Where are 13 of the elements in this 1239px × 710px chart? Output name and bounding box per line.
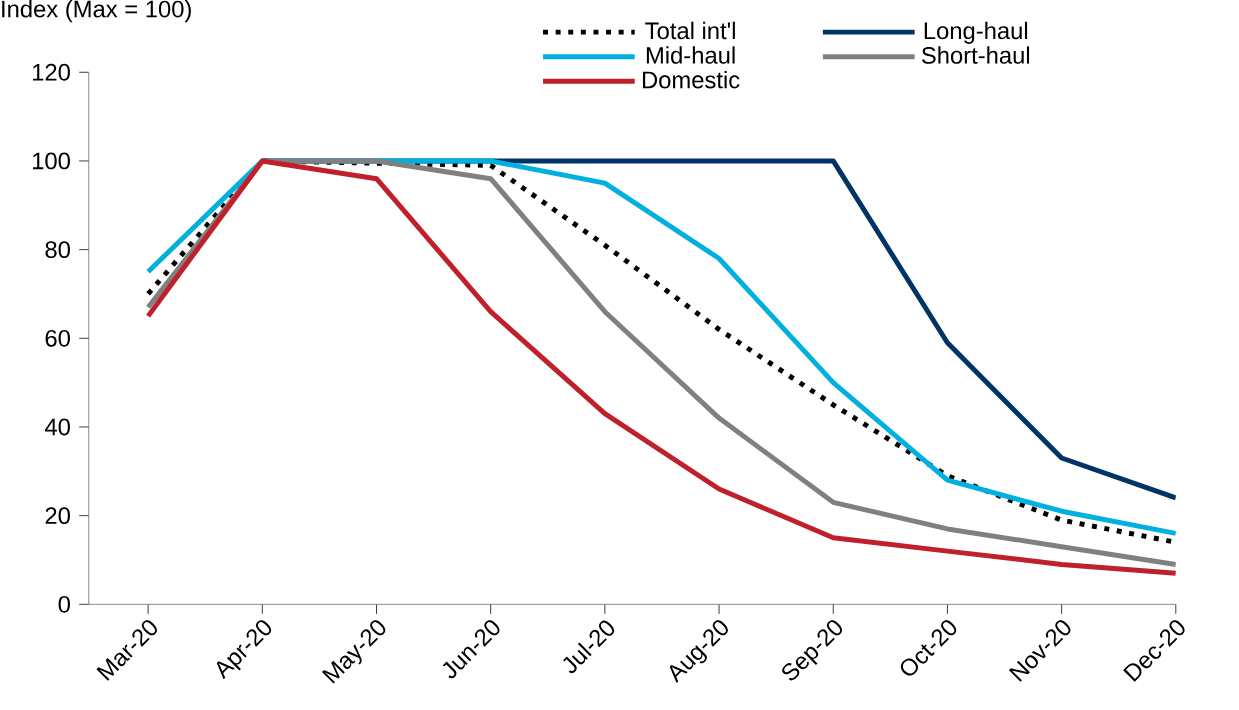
legend-label: Total int'l [645,21,735,40]
legend-label: Long-haul [924,21,1028,44]
legend-label: Domestic [642,70,740,89]
y-tick-label: 120 [33,63,70,81]
y-tick-label: 0 [58,595,70,613]
y-axis-title: Index (Max = 100) [2,0,191,22]
legend-label: Short-haul [921,46,1030,64]
y-tick-label: 60 [45,329,70,347]
y-tick-label: 20 [45,507,70,524]
legend-label: Mid-haul [646,46,735,64]
y-tick-label: 100 [33,152,70,170]
y-tick-label: 40 [44,418,70,436]
y-tick-label: 80 [45,241,70,258]
